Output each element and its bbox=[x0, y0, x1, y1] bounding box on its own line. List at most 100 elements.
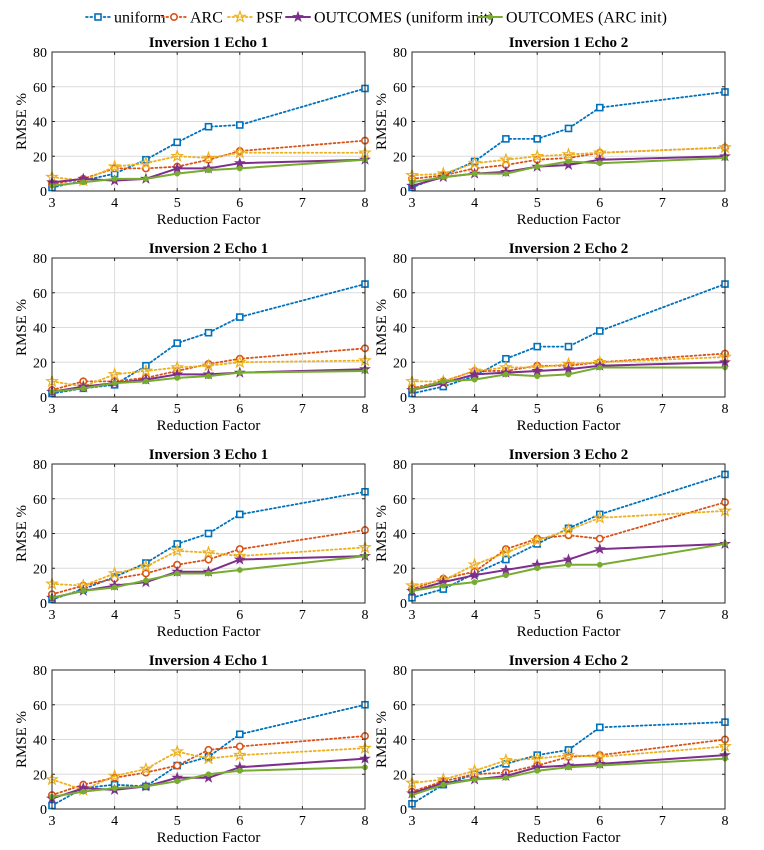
y-tick-label: 80 bbox=[33, 458, 47, 473]
chart-title: Inversion 4 Echo 1 bbox=[149, 653, 269, 669]
x-axis-label: Reduction Factor bbox=[517, 418, 621, 434]
data-point bbox=[232, 747, 247, 762]
x-tick-label: 8 bbox=[362, 608, 369, 623]
series bbox=[409, 755, 728, 798]
data-point bbox=[564, 342, 573, 351]
data-point bbox=[171, 162, 184, 174]
data-point bbox=[232, 354, 247, 369]
legend-label: ARC bbox=[190, 10, 223, 27]
data-point bbox=[592, 510, 607, 524]
x-tick-label: 3 bbox=[409, 814, 416, 829]
x-tick-label: 3 bbox=[49, 196, 56, 211]
y-tick-label: 80 bbox=[393, 46, 407, 61]
x-tick-label: 5 bbox=[534, 196, 541, 211]
x-tick-label: 8 bbox=[722, 814, 729, 829]
data-point bbox=[534, 163, 541, 170]
series-line bbox=[411, 757, 726, 797]
data-point bbox=[595, 103, 604, 112]
data-point bbox=[111, 380, 118, 386]
series-line bbox=[411, 510, 726, 587]
y-axis-label: RMSE % bbox=[374, 299, 390, 356]
data-point bbox=[173, 761, 182, 770]
data-point bbox=[596, 160, 603, 167]
data-point bbox=[138, 363, 153, 377]
series bbox=[409, 364, 728, 393]
data-point bbox=[80, 179, 87, 186]
series-line bbox=[411, 283, 726, 395]
y-tick-label: 20 bbox=[33, 768, 47, 783]
x-axis-label: Reduction Factor bbox=[157, 212, 261, 228]
chart-legend: uniform ARC PSF OUTCOMES (uniform init) OUTC… bbox=[85, 10, 667, 27]
data-point bbox=[468, 568, 481, 581]
series-line bbox=[411, 542, 726, 592]
series-line bbox=[51, 158, 366, 187]
series-line bbox=[411, 91, 726, 189]
y-tick-label: 20 bbox=[33, 562, 47, 577]
data-point bbox=[565, 561, 572, 568]
series bbox=[409, 155, 728, 186]
data-point bbox=[565, 764, 572, 771]
data-point bbox=[201, 150, 216, 164]
x-tick-label: 7 bbox=[659, 402, 666, 417]
data-point bbox=[233, 553, 246, 565]
data-point bbox=[107, 566, 122, 580]
y-tick-label: 0 bbox=[40, 185, 47, 200]
legend-marker bbox=[170, 13, 179, 22]
x-tick-label: 4 bbox=[111, 608, 118, 623]
data-point bbox=[502, 774, 509, 781]
y-tick-label: 60 bbox=[393, 287, 407, 302]
y-tick-label: 60 bbox=[33, 699, 47, 714]
data-point bbox=[107, 367, 122, 381]
data-point bbox=[142, 175, 149, 182]
data-point bbox=[471, 376, 478, 383]
y-tick-label: 60 bbox=[393, 81, 407, 96]
data-point bbox=[499, 563, 512, 576]
y-tick-label: 60 bbox=[33, 493, 47, 508]
series-line bbox=[51, 735, 366, 796]
data-point bbox=[232, 145, 247, 159]
x-tick-label: 8 bbox=[722, 608, 729, 623]
data-point bbox=[174, 570, 181, 577]
data-point bbox=[530, 751, 545, 765]
y-tick-label: 0 bbox=[40, 391, 47, 406]
x-tick-label: 6 bbox=[236, 402, 243, 417]
data-point bbox=[170, 744, 185, 758]
data-point bbox=[502, 135, 510, 143]
data-point bbox=[138, 559, 153, 573]
data-point bbox=[534, 373, 541, 380]
data-point bbox=[141, 569, 150, 578]
data-point bbox=[205, 167, 212, 174]
x-tick-label: 6 bbox=[236, 814, 243, 829]
x-tick-label: 4 bbox=[111, 196, 118, 211]
x-tick-label: 3 bbox=[49, 402, 56, 417]
y-tick-label: 40 bbox=[33, 528, 47, 543]
x-tick-label: 5 bbox=[174, 814, 181, 829]
data-point bbox=[468, 368, 481, 380]
chart-title: Inversion 4 Echo 2 bbox=[509, 653, 629, 669]
x-tick-label: 5 bbox=[534, 402, 541, 417]
x-tick-label: 6 bbox=[596, 608, 603, 623]
legend-label: PSF bbox=[256, 10, 283, 27]
legend-entry: ARC bbox=[161, 10, 223, 27]
y-axis-label: RMSE % bbox=[374, 93, 390, 150]
y-tick-label: 80 bbox=[393, 664, 407, 679]
legend-entry: uniform bbox=[85, 10, 166, 27]
legend-entry: PSF bbox=[227, 10, 283, 27]
data-point bbox=[204, 122, 213, 131]
series-line bbox=[51, 555, 366, 599]
x-tick-label: 7 bbox=[299, 814, 306, 829]
data-point bbox=[534, 565, 541, 572]
series bbox=[409, 541, 728, 594]
y-tick-label: 0 bbox=[40, 597, 47, 612]
x-tick-label: 3 bbox=[409, 608, 416, 623]
data-point bbox=[596, 561, 603, 568]
data-point bbox=[562, 553, 575, 565]
y-axis-label: RMSE % bbox=[14, 505, 30, 562]
data-point bbox=[142, 577, 149, 584]
x-tick-label: 5 bbox=[534, 608, 541, 623]
x-tick-label: 3 bbox=[49, 608, 56, 623]
x-tick-label: 6 bbox=[596, 402, 603, 417]
data-point bbox=[174, 778, 181, 785]
data-point bbox=[204, 328, 213, 337]
